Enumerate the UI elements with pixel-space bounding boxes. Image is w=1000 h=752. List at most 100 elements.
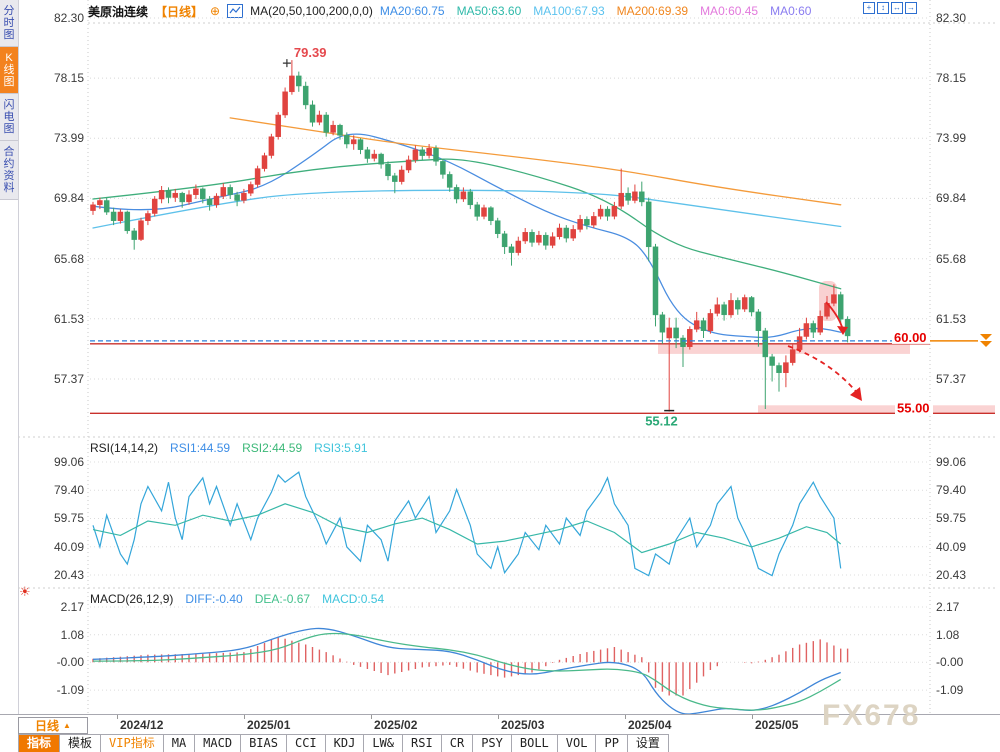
price-axis-label-left: 61.53	[53, 311, 84, 326]
macd-legend: DIFF:-0.40 DEA:-0.67 MACD:0.54	[185, 592, 384, 606]
circle-plus-icon[interactable]: ⊕	[210, 4, 221, 18]
toolbar-tab-MA[interactable]: MA	[163, 735, 196, 752]
sidebar-item-2[interactable]: 闪电图	[0, 94, 18, 141]
macd-axis-label-right: -0.00	[936, 655, 964, 670]
rsi-value-0: RSI1:44.59	[170, 441, 231, 455]
price-axis-label-left: 78.15	[53, 71, 84, 86]
x-tick	[117, 715, 118, 719]
toolbar-tab-MACD[interactable]: MACD	[195, 735, 242, 752]
price-axis-label-right: 57.37	[936, 371, 967, 386]
rsi-legend: RSI1:44.59 RSI2:44.59 RSI3:5.91	[170, 441, 367, 455]
ma-value-5: MA0:60	[770, 4, 812, 18]
zoom-vertical-icon[interactable]: ↕	[877, 2, 889, 14]
toolbar-tab-KDJ[interactable]: KDJ	[325, 735, 365, 752]
toolbar-tab-CCI[interactable]: CCI	[286, 735, 326, 752]
price-axis-label-right: 61.53	[936, 311, 967, 326]
price-axis-label-right: 65.68	[936, 251, 967, 266]
ma-value-1: MA50:63.60	[456, 4, 522, 18]
rsi-header: RSI(14,14,2) RSI1:44.59 RSI2:44.59 RSI3:5.…	[90, 441, 368, 455]
x-date-label: 2025/05	[755, 718, 799, 732]
macd-value-0: DIFF:-0.40	[185, 592, 243, 606]
indicator-settings-sun-icon[interactable]: ☀	[19, 584, 31, 599]
x-date-label: 2025/02	[374, 718, 418, 732]
svg-text:55.00: 55.00	[897, 400, 930, 415]
x-tick	[752, 715, 753, 719]
toolbar-tab-CR[interactable]: CR	[441, 735, 474, 752]
price-axis-label-left: 73.99	[53, 131, 84, 146]
ma-value-4: MA0:60.45	[700, 4, 759, 18]
x-date-label: 2025/01	[247, 718, 291, 732]
rsi-params: RSI(14,14,2)	[90, 441, 159, 455]
sidebar-item-3[interactable]: 合约资料	[0, 141, 18, 200]
svg-text:55.12: 55.12	[645, 414, 678, 429]
macd-axis-label-left: 2.17	[60, 600, 84, 614]
rsi-axis-label-right: 59.75	[936, 511, 967, 526]
collapse-right-icon[interactable]: →	[905, 2, 917, 14]
toolbar-tab-PP[interactable]: PP	[596, 735, 628, 752]
caret-up-icon: ▲	[63, 721, 71, 730]
toolbar-tab-VOL[interactable]: VOL	[557, 735, 597, 752]
mini-kline-icon[interactable]	[227, 4, 244, 18]
rsi-axis-label-right: 79.40	[936, 483, 967, 498]
period-tag[interactable]: 【日线】	[155, 4, 204, 19]
price-axis-label-left: 82.30	[53, 11, 84, 25]
period-selector-button[interactable]: 日线 ▲	[18, 717, 88, 734]
ma-legend: MA20:60.75 MA50:63.60 MA100:67.93 MA200:69.…	[380, 4, 812, 18]
rsi-axis-label-left: 79.40	[53, 483, 84, 498]
svg-text:60.00: 60.00	[894, 330, 927, 345]
zoom-horizontal-icon[interactable]: ↔	[891, 2, 903, 14]
crosshair-icon[interactable]: +	[863, 2, 875, 14]
ma-value-3: MA200:69.39	[616, 4, 689, 18]
price-axis-label-right: 78.15	[936, 71, 967, 86]
chart-canvas[interactable]: 79.39 55.12 60.00 55.00	[0, 0, 1000, 714]
toolbar-tab-模板[interactable]: 模板	[60, 735, 102, 752]
svg-text:79.39: 79.39	[294, 45, 327, 60]
macd-axis-label-left: -1.09	[56, 683, 84, 698]
x-date-label: 2025/04	[628, 718, 672, 732]
rsi-axis-label-right: 99.06	[936, 455, 967, 469]
price-axis-label-right: 69.84	[936, 191, 967, 206]
x-tick	[498, 715, 499, 719]
price-axis-label-right: 73.99	[936, 131, 967, 146]
toolbar-tab-指标[interactable]: 指标	[19, 735, 61, 752]
macd-value-1: DEA:-0.67	[254, 592, 311, 606]
price-axis-label-left: 69.84	[53, 191, 84, 206]
toolbar-tab-VIP指标[interactable]: VIP指标	[101, 735, 164, 752]
rsi-axis-label-left: 20.43	[53, 567, 84, 582]
x-axis-row: 日线 ▲ 2024/12 2025/01 2025/02 2025/03 2025/04…	[0, 714, 1000, 735]
price-axis-label-left: 57.37	[53, 371, 84, 386]
macd-axis-label-left: 1.08	[60, 627, 84, 642]
macd-params: MACD(26,12,9)	[90, 592, 174, 606]
period-selector-label: 日线	[35, 719, 60, 733]
x-tick	[371, 715, 372, 719]
macd-axis-label-right: 2.17	[936, 600, 960, 614]
macd-axis-label-left: -0.00	[56, 655, 84, 670]
macd-header: MACD(26,12,9) DIFF:-0.40 DEA:-0.67 MACD:0.…	[90, 592, 384, 606]
macd-value-2: MACD:0.54	[322, 592, 385, 606]
toolbar-tab-RSI[interactable]: RSI	[403, 735, 442, 752]
toolbar-tab-BOLL[interactable]: BOLL	[511, 735, 558, 752]
rsi-axis-label-left: 99.06	[53, 455, 84, 469]
macd-axis-label-right: 1.08	[936, 627, 960, 642]
chart-header: 美原油连续 【日线】 ⊕ MA(20,50,100,200,0,0) MA20:…	[88, 3, 811, 19]
sidebar-item-0[interactable]: 分时图	[0, 0, 18, 47]
ma-params: MA(20,50,100,200,0,0)	[250, 4, 373, 18]
toolbar-tab-BIAS[interactable]: BIAS	[241, 735, 287, 752]
toolbar-tab-PSY[interactable]: PSY	[473, 735, 512, 752]
rsi-value-2: RSI3:5.91	[314, 441, 368, 455]
symbol-name: 美原油连续	[88, 4, 149, 19]
ma-value-2: MA100:67.93	[533, 4, 605, 18]
toolbar-tab-设置[interactable]: 设置	[627, 735, 669, 752]
rsi-value-1: RSI2:44.59	[242, 441, 303, 455]
x-date-label: 2024/12	[120, 718, 164, 732]
toolbar-tab-LW&[interactable]: LW&	[364, 735, 404, 752]
x-tick	[625, 715, 626, 719]
x-date-label: 2025/03	[501, 718, 545, 732]
sidebar-divider	[18, 0, 19, 752]
macd-axis-label-right: -1.09	[936, 683, 964, 698]
rsi-axis-label-left: 59.75	[53, 511, 84, 526]
price-axis-label-right: 82.30	[936, 11, 967, 25]
